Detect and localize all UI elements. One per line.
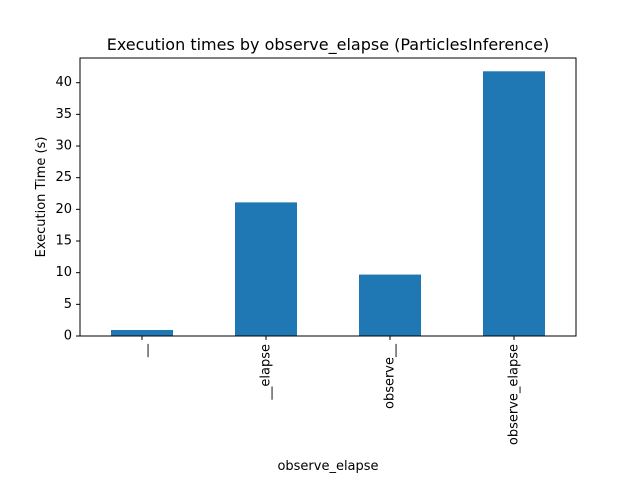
plot-area bbox=[111, 71, 545, 337]
y-tick-label: 40 bbox=[55, 75, 72, 90]
x-tick-label: observe_elapse bbox=[507, 344, 522, 445]
y-tick-label: 20 bbox=[55, 202, 72, 217]
y-tick-label: 5 bbox=[64, 297, 72, 312]
bar bbox=[483, 71, 545, 337]
y-axis-label: Execution Time (s) bbox=[34, 137, 49, 258]
y-tick-label: 25 bbox=[55, 170, 72, 185]
x-axis-label: observe_elapse bbox=[277, 459, 378, 474]
y-tick-label: 15 bbox=[55, 234, 72, 249]
x-tick-label: __ bbox=[135, 344, 150, 359]
plot-frame bbox=[79, 57, 577, 337]
y-tick-label: 30 bbox=[55, 139, 72, 154]
y-axis: 0 5 10 15 20 25 30 35 40 bbox=[55, 75, 80, 344]
bar bbox=[111, 329, 173, 336]
x-tick-label: __elapse bbox=[259, 344, 274, 401]
x-axis: __ __elapse observe__ observe_elapse bbox=[135, 336, 522, 445]
bar bbox=[359, 274, 421, 336]
y-tick-label: 0 bbox=[64, 329, 72, 344]
y-tick-label: 35 bbox=[55, 107, 72, 122]
x-tick-label: observe__ bbox=[383, 344, 398, 410]
y-tick-label: 10 bbox=[55, 265, 72, 280]
bar bbox=[235, 202, 297, 336]
chart-title: Execution times by observe_elapse (Parti… bbox=[107, 35, 550, 55]
